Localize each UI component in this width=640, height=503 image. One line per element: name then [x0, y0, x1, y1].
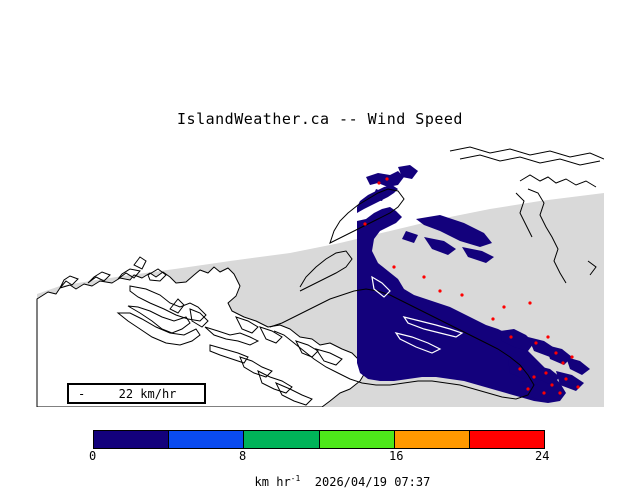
wind-arrow-glyph: - [78, 387, 86, 401]
map-canvas[interactable] [0, 131, 604, 407]
timestamp-spacer [300, 475, 314, 489]
timestamp: 2026/04/19 07:37 [314, 475, 431, 489]
station-markers[interactable] [363, 177, 580, 395]
colorbar-gradient[interactable] [93, 430, 545, 449]
colorbar-segment-5 [468, 431, 545, 448]
colorbar-tick-0: 0 [89, 449, 97, 463]
map-panel[interactable] [0, 131, 604, 407]
colorbar-tick-labels: 0 8 16 24 [89, 449, 549, 463]
weather-map-figure: IslandWeather.ca -- Wind Speed [0, 110, 604, 489]
colorbar-segment-4 [393, 431, 469, 448]
colorbar-segment-0 [94, 431, 169, 448]
wind-speed-overlay [357, 165, 590, 403]
units-timestamp-caption: km hr-1 2026/04/19 07:37 [0, 461, 640, 503]
inlet-coastlines [59, 256, 343, 406]
colorbar[interactable] [93, 430, 545, 449]
colorbar-segment-3 [318, 431, 394, 448]
north-mainland-coast [449, 146, 604, 284]
colorbar-segment-2 [243, 431, 319, 448]
colorbar-tick-8: 8 [239, 449, 247, 463]
island-inlets [371, 275, 464, 354]
island-coastline [269, 188, 535, 400]
page-title: IslandWeather.ca -- Wind Speed [177, 110, 463, 128]
wind-scale-value: 22 km/hr [118, 387, 177, 401]
colorbar-segment-1 [168, 431, 244, 448]
units-exponent: -1 [290, 474, 301, 483]
colorbar-tick-16: 16 [389, 449, 404, 463]
colorbar-tick-24: 24 [535, 449, 550, 463]
units-label: km hr [254, 475, 291, 489]
wind-scale-legend: - 22 km/hr [67, 383, 206, 404]
